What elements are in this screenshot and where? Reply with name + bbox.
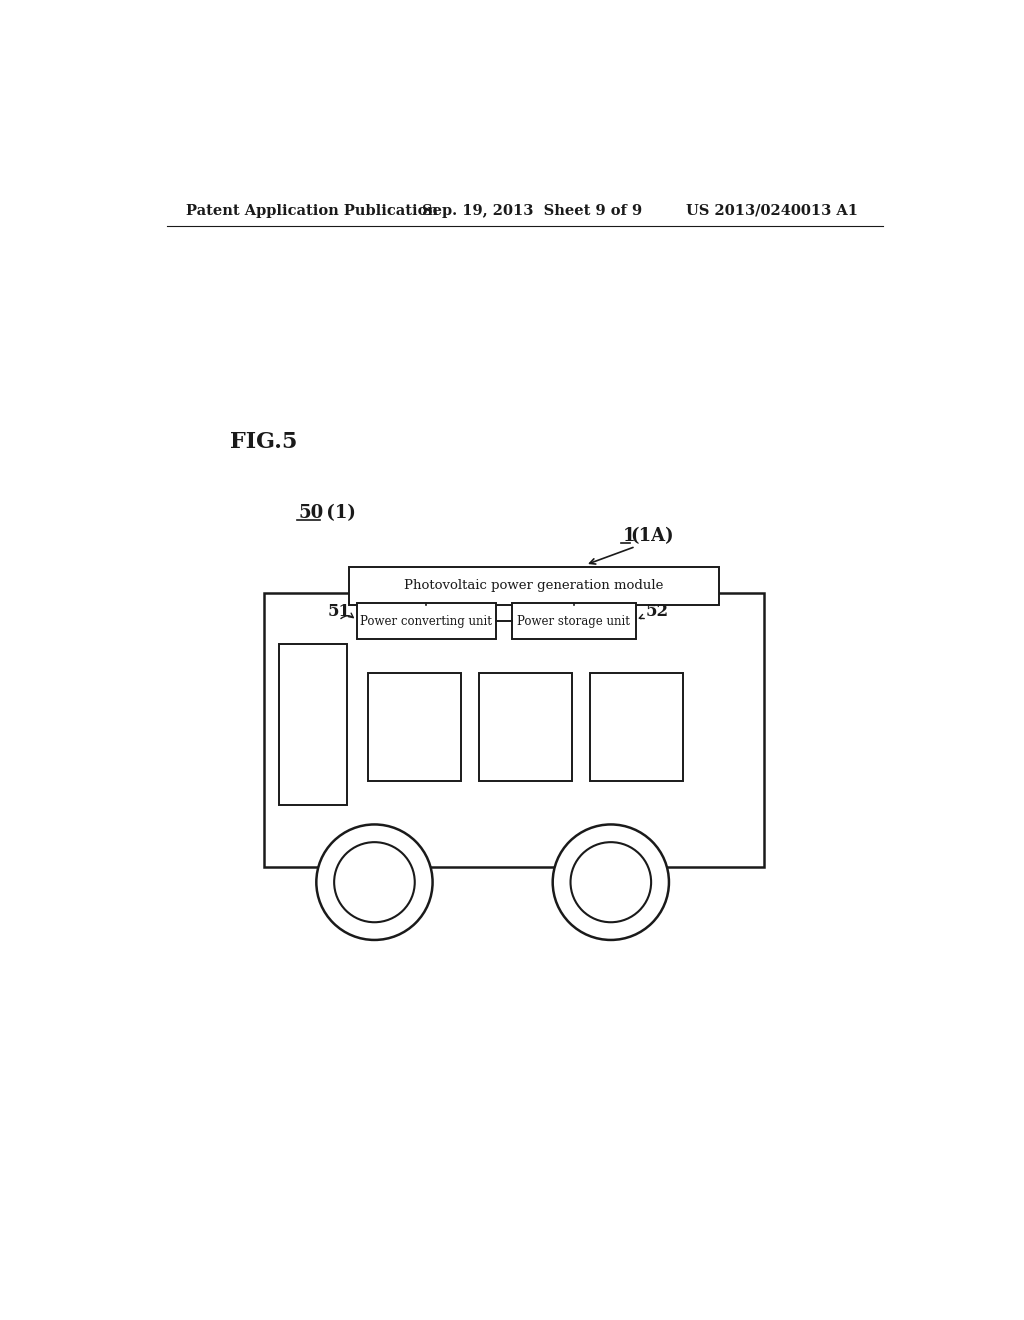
Text: 50: 50	[299, 504, 324, 521]
Circle shape	[553, 825, 669, 940]
Text: FIG.5: FIG.5	[230, 430, 298, 453]
Bar	[512, 603, 636, 639]
Circle shape	[316, 825, 432, 940]
Text: Power storage unit: Power storage unit	[517, 615, 630, 628]
Bar	[280, 644, 347, 805]
Text: (1A): (1A)	[630, 527, 674, 545]
Text: 1: 1	[623, 527, 635, 545]
Bar	[356, 603, 496, 639]
Bar	[349, 566, 719, 605]
Bar	[479, 673, 572, 780]
Text: Sep. 19, 2013  Sheet 9 of 9: Sep. 19, 2013 Sheet 9 of 9	[423, 203, 643, 218]
Text: 51: 51	[328, 603, 351, 619]
Bar	[369, 673, 461, 780]
Text: 52: 52	[646, 603, 669, 619]
Bar	[263, 594, 764, 867]
Circle shape	[334, 842, 415, 923]
Bar	[590, 673, 683, 780]
Text: Power converting unit: Power converting unit	[360, 615, 493, 628]
Text: Photovoltaic power generation module: Photovoltaic power generation module	[404, 579, 664, 593]
Circle shape	[570, 842, 651, 923]
Text: Patent Application Publication: Patent Application Publication	[186, 203, 438, 218]
Text: (1): (1)	[321, 504, 356, 521]
Text: US 2013/0240013 A1: US 2013/0240013 A1	[686, 203, 858, 218]
